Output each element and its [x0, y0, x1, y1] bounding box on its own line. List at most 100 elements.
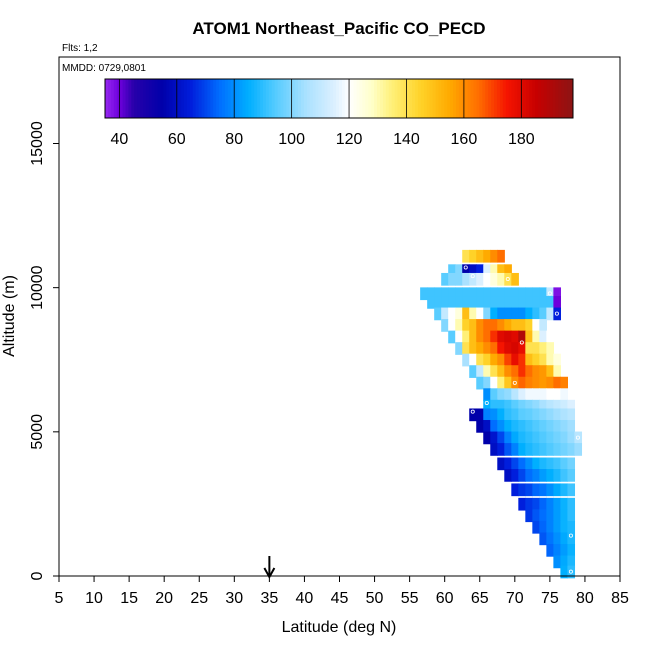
heatmap-cell: [539, 365, 547, 378]
heatmap-cell: [497, 330, 505, 344]
heatmap-cell: [560, 509, 568, 523]
x-tick-label: 85: [611, 590, 629, 607]
heatmap-cell: [532, 408, 540, 422]
heatmap-cell: [483, 319, 491, 332]
heatmap-cell: [532, 319, 540, 332]
heatmap-cell: [511, 420, 519, 433]
colorbar-tick-label: 80: [225, 131, 243, 148]
heatmap-cell: [469, 296, 477, 309]
heatmap-cell: [525, 399, 533, 413]
colorbar-segment: [482, 79, 486, 118]
heatmap-cell: [504, 376, 512, 390]
heatmap-cell: [476, 342, 484, 355]
colorbar-segment: [189, 79, 194, 118]
heatmap-cell: [525, 388, 533, 402]
colorbar-segment: [567, 79, 571, 118]
colorbar-segment: [160, 79, 164, 118]
colorbar-segment: [116, 79, 121, 118]
heatmap-cell: [546, 330, 554, 344]
colorbar-segment: [327, 79, 331, 118]
colorbar-segment: [166, 79, 170, 118]
flights-label: Flts: 1,2: [62, 43, 98, 54]
heatmap-cell: [511, 307, 519, 321]
colorbar-segment: [549, 79, 554, 118]
x-tick-label: 75: [541, 590, 559, 607]
heatmap-cell: [511, 342, 519, 355]
heatmap-cell: [476, 376, 484, 390]
colorbar-segment: [260, 79, 264, 118]
heatmap-cell: [525, 420, 533, 433]
heatmap-cell: [553, 408, 561, 422]
heatmap-cell: [532, 420, 540, 433]
heatmap-cell: [490, 249, 498, 263]
heatmap-cell: [483, 431, 491, 445]
colorbar-border: [104, 78, 574, 119]
heatmap-cell: [560, 376, 568, 390]
heatmap-cell: [476, 365, 484, 378]
heatmap-cell: [497, 420, 505, 433]
heatmap-cell: [448, 296, 456, 309]
heatmap-cell: [427, 296, 435, 309]
colorbar-segment: [137, 79, 141, 118]
heatmap-cell: [448, 272, 456, 286]
heatmap-cell: [462, 264, 470, 278]
heatmap-cell: [490, 408, 498, 422]
colorbar-segment: [122, 79, 126, 118]
colorbar-segment: [394, 79, 398, 118]
colorbar-segment: [438, 79, 442, 118]
heatmap-cell: [490, 353, 498, 367]
heatmap-cell: [532, 307, 540, 321]
colorbar-segment: [201, 79, 205, 118]
colorbar-segment: [453, 79, 457, 118]
heatmap-cell: [476, 249, 484, 263]
colorbar-segment: [210, 79, 214, 118]
heatmap-cell: [560, 520, 568, 534]
heatmap-cell: [567, 565, 576, 579]
heatmap-cell: [462, 319, 470, 332]
heatmap-cell: [567, 532, 576, 546]
colorbar-segment: [300, 79, 305, 118]
colorbar-segment: [125, 79, 129, 118]
heatmap-cell: [525, 330, 533, 344]
heatmap-cell: [532, 399, 540, 413]
x-tick-label: 55: [401, 590, 419, 607]
heatmap-cell: [560, 399, 568, 413]
heatmap-cell: [511, 431, 519, 445]
colorbar-segment: [286, 79, 290, 118]
heatmap-cell: [553, 544, 561, 557]
colorbar-segment: [183, 79, 188, 118]
colorbar-tick-label: 40: [110, 131, 128, 148]
sample-marker: [512, 380, 517, 385]
arrow-head: [263, 567, 276, 580]
heatmap-cell: [511, 376, 519, 390]
colorbar-segment: [365, 79, 369, 118]
heatmap-cell: [553, 388, 561, 402]
heatmap-cell: [546, 342, 554, 355]
heatmap-cell: [483, 342, 491, 355]
heatmap-cell: [539, 457, 547, 471]
colorbar-segment: [473, 79, 477, 118]
heatmap-cell: [525, 457, 533, 471]
heatmap-cell: [511, 457, 519, 471]
heatmap-cell: [469, 408, 477, 422]
colorbar-tick-label: 100: [278, 131, 305, 148]
heatmap-cell: [532, 443, 540, 456]
heatmap-cell: [497, 307, 505, 321]
heatmap-cell: [504, 319, 512, 332]
colorbar-segment: [514, 79, 518, 118]
heatmap-cell: [525, 342, 533, 355]
colorbar-segment: [245, 79, 249, 118]
colorbar-segment: [341, 79, 346, 118]
y-tick-label: 15000: [29, 121, 46, 166]
heatmap-cell: [518, 497, 526, 511]
heatmap-cell: [476, 353, 484, 367]
colorbar-segment: [488, 79, 492, 118]
colorbar-segment: [561, 79, 565, 118]
heatmap-cell: [497, 296, 505, 309]
heatmap-cell: [434, 287, 442, 301]
heatmap-cell: [448, 307, 456, 321]
heatmap-cell: [462, 272, 470, 286]
colorbar-segment: [353, 79, 358, 118]
y-tick-label: 5000: [29, 414, 46, 450]
heatmap-cell: [504, 431, 512, 445]
